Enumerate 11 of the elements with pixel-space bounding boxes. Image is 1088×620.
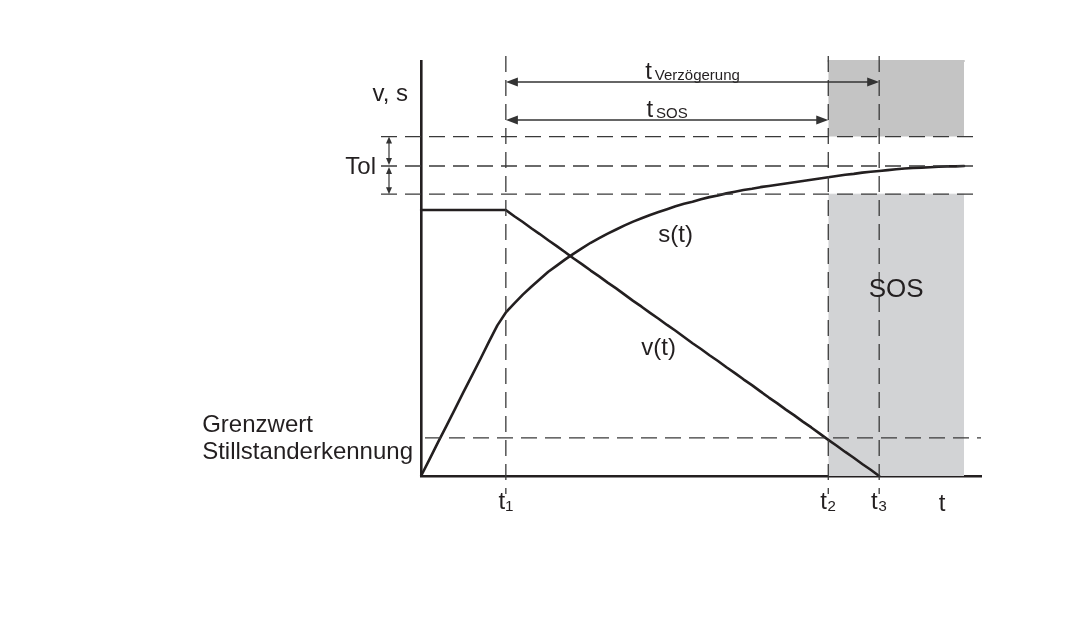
text: Tol — [345, 151, 377, 179]
series-label: v(t) — [641, 332, 676, 360]
series-label: SOS — [868, 273, 924, 304]
x-axis-title: t — [938, 489, 946, 516]
ref-line-label: Grenzwert Stillstanderkennung — [202, 410, 413, 465]
y-axis-title: v, s — [372, 79, 409, 106]
x-tick-label: t₃ — [870, 487, 888, 515]
annotation: tVerzögerung — [645, 57, 740, 84]
x-tick-label: t₁ — [498, 487, 514, 515]
series-label: s(t) — [658, 220, 693, 248]
x-tick-label: t₂ — [820, 487, 837, 515]
